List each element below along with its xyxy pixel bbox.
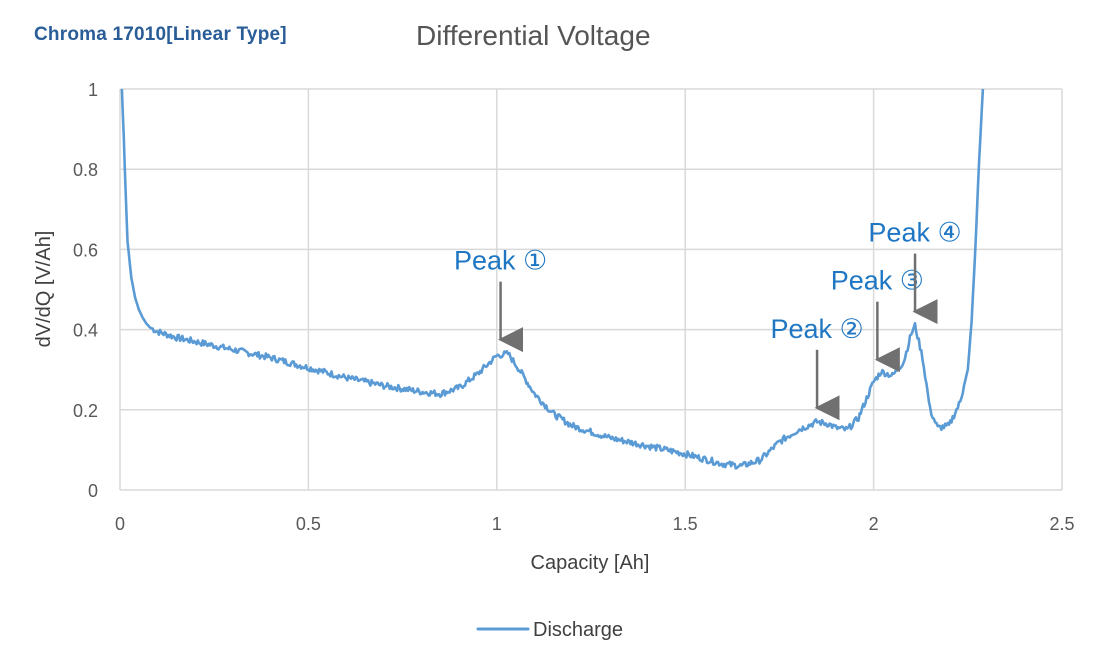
legend: Discharge: [476, 619, 623, 641]
x-tick-label: 1: [492, 514, 502, 534]
brand-label: Chroma 17010[Linear Type]: [34, 24, 287, 45]
grid-lines: [119, 88, 1063, 491]
chart-title: Differential Voltage: [416, 20, 651, 51]
series-line-discharge: [120, 88, 985, 470]
annotation-peak-3: Peak ③: [831, 266, 924, 296]
x-tick-labels: 0 0.5 1 1.5 2 2.5: [115, 514, 1075, 534]
y-tick-labels: 0 0.2 0.4 0.6 0.8 1: [73, 80, 98, 501]
y-tick-label: 0.6: [73, 240, 98, 260]
y-tick-label: 0: [88, 481, 98, 501]
annotation-peak-2: Peak ②: [770, 314, 863, 344]
annotation-peak-4: Peak ④: [868, 218, 961, 248]
x-tick-label: 2: [869, 514, 879, 534]
y-tick-label: 1: [88, 80, 98, 100]
y-tick-label: 0.8: [73, 160, 98, 180]
annotation-peak-1: Peak ①: [454, 246, 547, 276]
legend-label-discharge: Discharge: [533, 619, 623, 641]
y-axis-label: dV/dQ [V/Ah]: [33, 231, 55, 348]
x-tick-label: 0.5: [296, 514, 321, 534]
y-tick-label: 0.4: [73, 321, 98, 341]
annotations-group: Peak ① Peak ② Peak ③ Peak ④: [454, 218, 962, 421]
x-tick-label: 2.5: [1049, 514, 1074, 534]
x-tick-label: 0: [115, 514, 125, 534]
y-tick-label: 0.2: [73, 401, 98, 421]
x-axis-label: Capacity [Ah]: [531, 552, 650, 574]
x-tick-label: 1.5: [673, 514, 698, 534]
series-group: [120, 88, 985, 470]
